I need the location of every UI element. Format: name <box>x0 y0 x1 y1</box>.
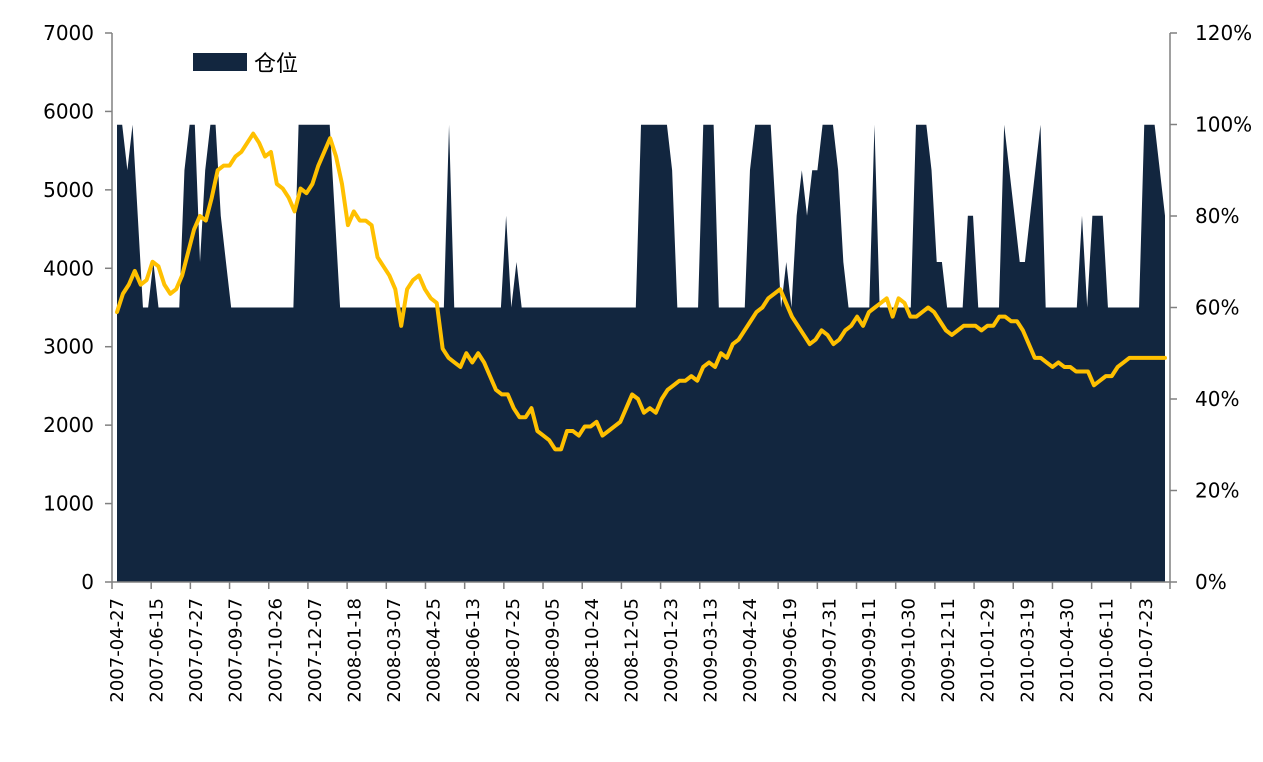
x-tick-label: 2008-07-25 <box>503 598 524 703</box>
left-tick-label: 5000 <box>43 178 94 202</box>
x-tick-label: 2007-04-27 <box>107 598 128 703</box>
x-tick-label: 2009-06-19 <box>780 598 801 703</box>
x-tick-label: 2008-06-13 <box>463 598 484 703</box>
x-tick-label: 2009-10-30 <box>899 598 920 703</box>
right-tick-label: 40% <box>1195 387 1239 411</box>
ratio-line <box>115 131 1167 452</box>
left-tick-label: 0 <box>81 570 94 594</box>
position-area <box>117 124 1165 582</box>
x-tick-label: 2010-03-19 <box>1017 598 1038 703</box>
legend: 仓位 <box>193 52 298 77</box>
x-tick-label: 2007-06-15 <box>147 598 168 703</box>
ratio-line-layer <box>115 131 1167 452</box>
x-tick-label: 2010-07-23 <box>1136 598 1157 703</box>
x-tick-label: 2009-12-11 <box>938 598 959 703</box>
right-tick-label: 120% <box>1195 21 1252 45</box>
x-tick-label: 2007-07-27 <box>186 598 207 703</box>
x-tick-label: 2010-01-29 <box>978 598 999 703</box>
x-tick-label: 2008-12-05 <box>622 598 643 703</box>
x-tick-label: 2009-03-13 <box>701 598 722 703</box>
x-tick-label: 2010-06-11 <box>1096 598 1117 703</box>
left-tick-label: 1000 <box>43 492 94 516</box>
left-tick-label: 6000 <box>43 99 94 123</box>
right-tick-label: 100% <box>1195 113 1252 137</box>
left-y-ticks: 0 1000 2000 3000 4000 5000 6000 7000 <box>43 21 112 594</box>
legend-label: 仓位 <box>254 52 298 77</box>
right-tick-label: 20% <box>1195 479 1239 503</box>
x-tick-label: 2007-12-07 <box>305 598 326 703</box>
x-tick-label: 2009-07-31 <box>819 598 840 703</box>
right-y-ticks: 0% 20% 40% 60% 80% 100% 120% <box>1170 21 1252 594</box>
x-tick-label: 2009-01-23 <box>661 598 682 703</box>
x-tick-label: 2007-09-07 <box>226 598 247 703</box>
x-tick-label: 2009-04-24 <box>740 598 761 703</box>
right-tick-label: 0% <box>1195 570 1227 594</box>
left-tick-label: 2000 <box>43 413 94 437</box>
x-tick-label: 2008-01-18 <box>344 598 365 703</box>
x-tick-label: 2008-03-07 <box>384 598 405 703</box>
x-tick-label: 2010-04-30 <box>1057 598 1078 703</box>
right-tick-label: 80% <box>1195 204 1239 228</box>
x-tick-label: 2007-10-26 <box>265 598 286 703</box>
x-tick-label: 2009-09-11 <box>859 598 880 703</box>
x-tick-label: 2008-10-24 <box>582 598 603 703</box>
left-tick-label: 7000 <box>43 21 94 45</box>
x-tick-label: 2008-09-05 <box>542 598 563 703</box>
right-tick-label: 60% <box>1195 296 1239 320</box>
left-tick-label: 4000 <box>43 256 94 280</box>
x-ticks: 2007-04-27 2007-06-15 2007-07-27 2007-09-07… <box>107 582 1171 703</box>
x-tick-label: 2008-04-25 <box>424 598 445 703</box>
position-area-layer <box>117 124 1165 582</box>
legend-swatch <box>193 53 247 71</box>
left-tick-label: 3000 <box>43 335 94 359</box>
